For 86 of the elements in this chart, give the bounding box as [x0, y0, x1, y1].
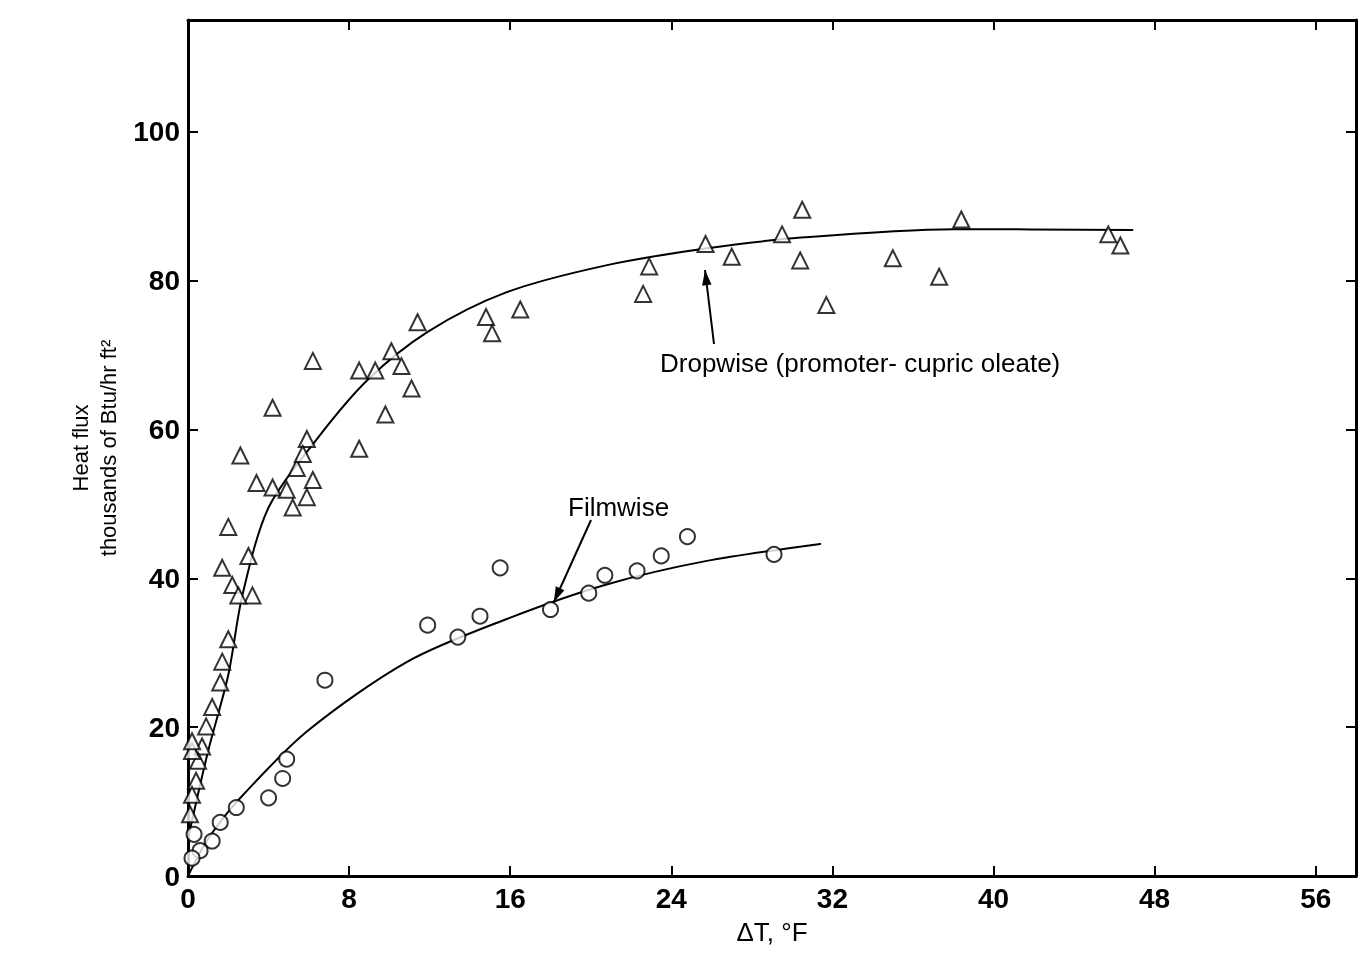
point [231, 446, 250, 465]
point [260, 789, 278, 807]
point [722, 247, 741, 266]
y-tick-label: 80 [148, 265, 180, 297]
point [278, 750, 296, 768]
point [382, 342, 401, 361]
point [316, 671, 334, 689]
point [219, 517, 238, 536]
point [402, 379, 421, 398]
point [211, 673, 230, 692]
point [243, 586, 262, 605]
point [477, 307, 496, 326]
point [350, 439, 369, 458]
point [640, 257, 659, 276]
point [1111, 236, 1130, 255]
y-tick-label: 40 [148, 562, 180, 594]
point [293, 444, 312, 463]
point [263, 478, 282, 497]
point [392, 357, 411, 376]
point [678, 528, 696, 546]
point [952, 210, 971, 229]
x-tick-label: 16 [494, 882, 526, 914]
point [765, 545, 783, 563]
x-tick-label: 48 [1139, 882, 1171, 914]
point [449, 628, 467, 646]
point [303, 471, 322, 490]
point [580, 584, 598, 602]
point [203, 698, 222, 717]
annotation: Dropwise (promoter- cupric oleate) [660, 348, 1061, 378]
point [634, 284, 653, 303]
point [773, 225, 792, 244]
point [883, 249, 902, 268]
point [491, 559, 509, 577]
point [247, 473, 266, 492]
point [793, 200, 812, 219]
point [471, 607, 489, 625]
point [376, 405, 395, 424]
point [227, 799, 245, 817]
point [297, 430, 316, 449]
point [511, 300, 530, 319]
point [408, 313, 427, 332]
y-axis-title: Heat flux thousands of Btu/hr ft² [67, 339, 121, 557]
point [283, 498, 302, 517]
x-tick-label: 8 [341, 882, 357, 914]
point [791, 251, 810, 270]
point [219, 630, 238, 649]
x-tick-label: 56 [1300, 882, 1332, 914]
point [185, 825, 203, 843]
y-tick-label: 60 [148, 413, 180, 445]
point [297, 488, 316, 507]
x-axis-title: ΔT, °F [736, 917, 808, 947]
point [419, 616, 437, 634]
y-tick-label: 0 [164, 860, 180, 892]
point [187, 771, 206, 790]
point [213, 558, 232, 577]
point [628, 562, 646, 580]
point [181, 805, 200, 824]
point [696, 235, 715, 254]
point [930, 267, 949, 286]
y-tick-label: 100 [133, 116, 180, 148]
point [277, 480, 296, 499]
point [350, 361, 369, 380]
x-tick-label: 40 [977, 882, 1010, 914]
point [274, 769, 292, 787]
point [303, 351, 322, 370]
point [263, 398, 282, 417]
point [203, 832, 221, 850]
point [817, 296, 836, 315]
point [197, 717, 216, 736]
point [366, 361, 385, 380]
point [596, 566, 614, 584]
point [1099, 225, 1118, 244]
point [652, 547, 670, 565]
x-tick-label: 32 [816, 882, 848, 914]
point [183, 785, 202, 804]
point [483, 324, 502, 343]
point [183, 849, 201, 867]
point [542, 601, 559, 619]
point [239, 546, 258, 565]
point [213, 652, 232, 671]
point [183, 732, 202, 751]
point [211, 813, 229, 831]
point [229, 586, 248, 605]
y-tick-label: 20 [148, 711, 180, 743]
x-tick-label: 24 [655, 882, 688, 914]
annotation: Filmwise [568, 492, 670, 522]
